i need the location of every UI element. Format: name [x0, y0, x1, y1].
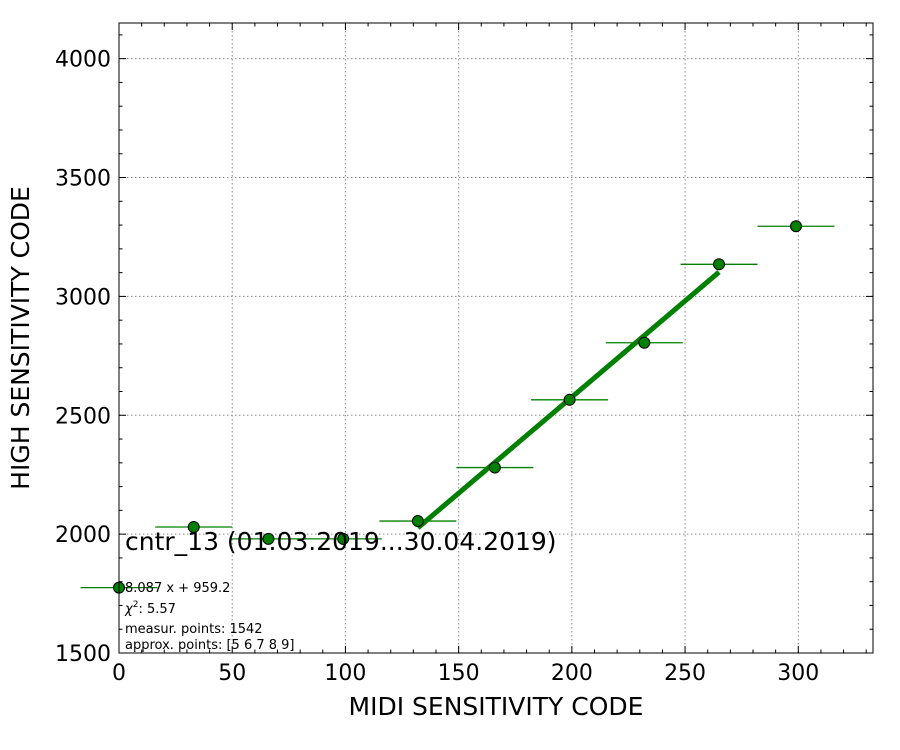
data-point — [713, 258, 726, 271]
y-tick-label: 3000 — [55, 285, 111, 310]
annotation-chi-square: χ2: 5.57 — [124, 600, 176, 617]
data-point — [638, 336, 651, 349]
plot-frame — [118, 22, 874, 654]
y-tick-label: 3500 — [55, 167, 111, 192]
annotation-box: cntr_13 (01.03.2019...30.04.2019) 8.087 … — [124, 527, 557, 653]
chi-value: : 5.57 — [138, 602, 175, 617]
y-tick-label: 4000 — [55, 48, 111, 73]
data-point — [262, 532, 275, 545]
annotation-title: cntr_13 (01.03.2019...30.04.2019) — [125, 527, 557, 556]
x-tick-label: 0 — [112, 661, 126, 686]
data-point — [563, 393, 576, 406]
data-point — [488, 461, 501, 474]
x-tick-label: 200 — [551, 661, 593, 686]
x-tick-label: 250 — [664, 661, 706, 686]
data-point — [411, 515, 424, 528]
y-tick-label: 2000 — [55, 523, 111, 548]
x-axis-label: MIDI SENSITIVITY CODE — [349, 692, 644, 721]
grid — [118, 23, 873, 654]
y-tick-label: 2500 — [55, 404, 111, 429]
annotation-measur: measur. points: 1542 — [125, 622, 263, 637]
chi-exponent: 2 — [133, 600, 139, 610]
y-axis-label: HIGH SENSITIVITY CODE — [6, 186, 35, 490]
y-tick-label: 1500 — [55, 642, 111, 667]
chi-symbol: χ — [124, 602, 134, 617]
data-point — [790, 220, 803, 233]
x-tick-label: 100 — [324, 661, 366, 686]
x-tick-label: 50 — [218, 661, 246, 686]
x-tick-label: 150 — [438, 661, 480, 686]
data-points — [80, 220, 835, 594]
annotation-approx: approx. points: [5 6 7 8 9] — [125, 638, 295, 653]
annotation-fit: 8.087 x + 959.2 — [125, 581, 230, 596]
data-point — [337, 532, 350, 545]
x-tick-label: 300 — [777, 661, 819, 686]
data-point — [187, 521, 200, 533]
